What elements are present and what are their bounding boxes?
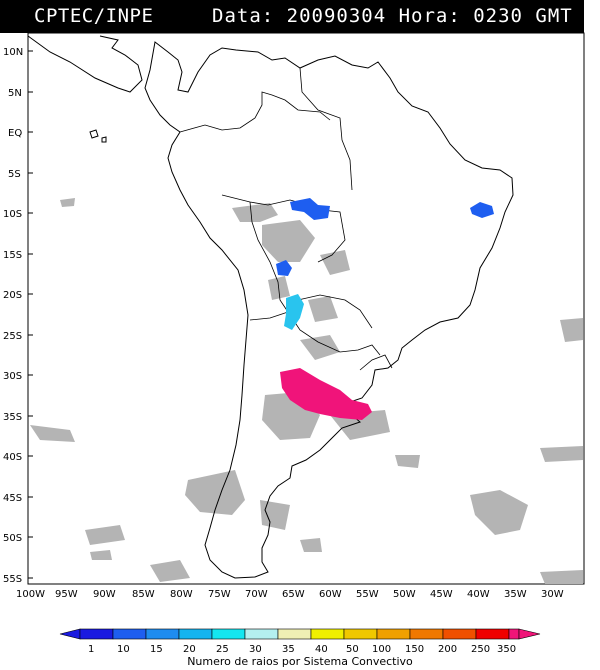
legend-swatch bbox=[244, 628, 279, 640]
legend-swatch bbox=[343, 628, 378, 640]
cloud-patch bbox=[320, 250, 350, 275]
lat-label: 5S bbox=[8, 169, 21, 180]
legend-swatch bbox=[376, 628, 411, 640]
legend-swatch bbox=[409, 628, 444, 640]
legend-title: Numero de raios por Sistema Convectivo bbox=[187, 655, 413, 668]
lon-label: 60W bbox=[319, 589, 342, 600]
lat-label: 5N bbox=[8, 88, 22, 99]
color-legend: 1 10 15 20 25 30 35 40 50 100 150 200 25… bbox=[59, 628, 541, 655]
legend-swatch bbox=[112, 628, 147, 640]
legend-label: 30 bbox=[249, 644, 262, 655]
lat-label: 40S bbox=[3, 452, 22, 463]
lat-label: 15S bbox=[3, 250, 22, 261]
legend-label: 1 bbox=[88, 644, 94, 655]
lat-label: 45S bbox=[3, 493, 22, 504]
cloud-patch bbox=[30, 425, 75, 442]
cloud-patch bbox=[232, 203, 278, 222]
central-america-coastline bbox=[27, 35, 143, 93]
legend-arrow-right bbox=[518, 628, 541, 640]
legend-swatch bbox=[310, 628, 345, 640]
legend-label: 200 bbox=[438, 644, 457, 655]
legend-label: 150 bbox=[405, 644, 424, 655]
lon-label: 90W bbox=[93, 589, 116, 600]
lon-label: 80W bbox=[170, 589, 193, 600]
lon-label: 70W bbox=[245, 589, 268, 600]
cloud-patch bbox=[260, 500, 290, 530]
cloud-patch bbox=[540, 446, 583, 462]
legend-swatch bbox=[79, 628, 114, 640]
cloud-patch bbox=[395, 455, 420, 468]
cloud-patch bbox=[300, 538, 322, 552]
lat-label: 50S bbox=[3, 533, 22, 544]
cloud-patch bbox=[300, 335, 340, 360]
legend-label: 25 bbox=[216, 644, 229, 655]
lon-label: 30W bbox=[541, 589, 564, 600]
lon-label: 95W bbox=[55, 589, 78, 600]
cloud-cover-layer bbox=[30, 198, 583, 584]
lat-label: 35S bbox=[3, 412, 22, 423]
cloud-patch bbox=[85, 525, 125, 545]
cloud-patch bbox=[540, 570, 583, 584]
lat-label: 10S bbox=[3, 209, 22, 220]
legend-label: 35 bbox=[282, 644, 295, 655]
lat-label: EQ bbox=[8, 128, 22, 139]
datetime-label: Data: 20090304 Hora: 0230 GMT bbox=[212, 5, 573, 27]
cluster-blue-northeast bbox=[470, 202, 494, 218]
cloud-patch bbox=[262, 220, 315, 262]
cluster-blue-bolivia bbox=[276, 260, 292, 276]
galapagos-islands bbox=[89, 129, 107, 143]
legend-swatch bbox=[508, 628, 520, 640]
legend-swatch bbox=[145, 628, 180, 640]
cluster-magenta bbox=[280, 368, 372, 420]
latitude-labels: 10N 5N EQ 5S 10S 15S 20S 25S 30S 35S 40S… bbox=[3, 47, 23, 585]
legend-label: 15 bbox=[150, 644, 163, 655]
cluster-cyan bbox=[284, 294, 304, 330]
cluster-blue-amazon bbox=[290, 198, 330, 220]
legend-label: 10 bbox=[117, 644, 130, 655]
lon-label: 40W bbox=[467, 589, 490, 600]
lat-label: 10N bbox=[3, 47, 23, 58]
lon-label: 65W bbox=[282, 589, 305, 600]
legend-swatch bbox=[277, 628, 312, 640]
axis-ticks bbox=[28, 50, 33, 579]
title-bar: CPTEC/INPE Data: 20090304 Hora: 0230 GMT bbox=[0, 0, 584, 33]
lat-label: 25S bbox=[3, 331, 22, 342]
lat-label: 55S bbox=[3, 574, 22, 585]
legend-swatch bbox=[442, 628, 477, 640]
longitude-labels: 100W 95W 90W 85W 80W 75W 70W 65W 60W 55W… bbox=[16, 589, 564, 600]
lon-label: 100W bbox=[16, 589, 45, 600]
legend-label: 40 bbox=[315, 644, 328, 655]
legend-swatch bbox=[211, 628, 246, 640]
legend-label: 350 bbox=[497, 644, 516, 655]
cloud-patch bbox=[560, 318, 583, 342]
legend-label: 20 bbox=[183, 644, 196, 655]
legend-arrow-left bbox=[59, 628, 81, 640]
lon-label: 35W bbox=[504, 589, 527, 600]
lon-label: 50W bbox=[393, 589, 416, 600]
lon-label: 55W bbox=[356, 589, 379, 600]
lat-label: 20S bbox=[3, 290, 22, 301]
cloud-patch bbox=[150, 560, 190, 582]
legend-swatch bbox=[475, 628, 510, 640]
cloud-patch bbox=[60, 198, 75, 207]
lon-label: 85W bbox=[132, 589, 155, 600]
legend-label: 250 bbox=[471, 644, 490, 655]
legend-label: 100 bbox=[372, 644, 391, 655]
cloud-patch bbox=[185, 470, 245, 515]
cloud-patch bbox=[308, 296, 338, 322]
source-label: CPTEC/INPE bbox=[34, 5, 154, 27]
lon-label: 75W bbox=[208, 589, 231, 600]
cloud-patch bbox=[90, 550, 112, 560]
lat-label: 30S bbox=[3, 371, 22, 382]
lon-label: 45W bbox=[430, 589, 453, 600]
cloud-patch bbox=[470, 490, 528, 535]
legend-label: 50 bbox=[346, 644, 359, 655]
legend-swatch bbox=[178, 628, 213, 640]
lightning-clusters bbox=[276, 198, 494, 420]
